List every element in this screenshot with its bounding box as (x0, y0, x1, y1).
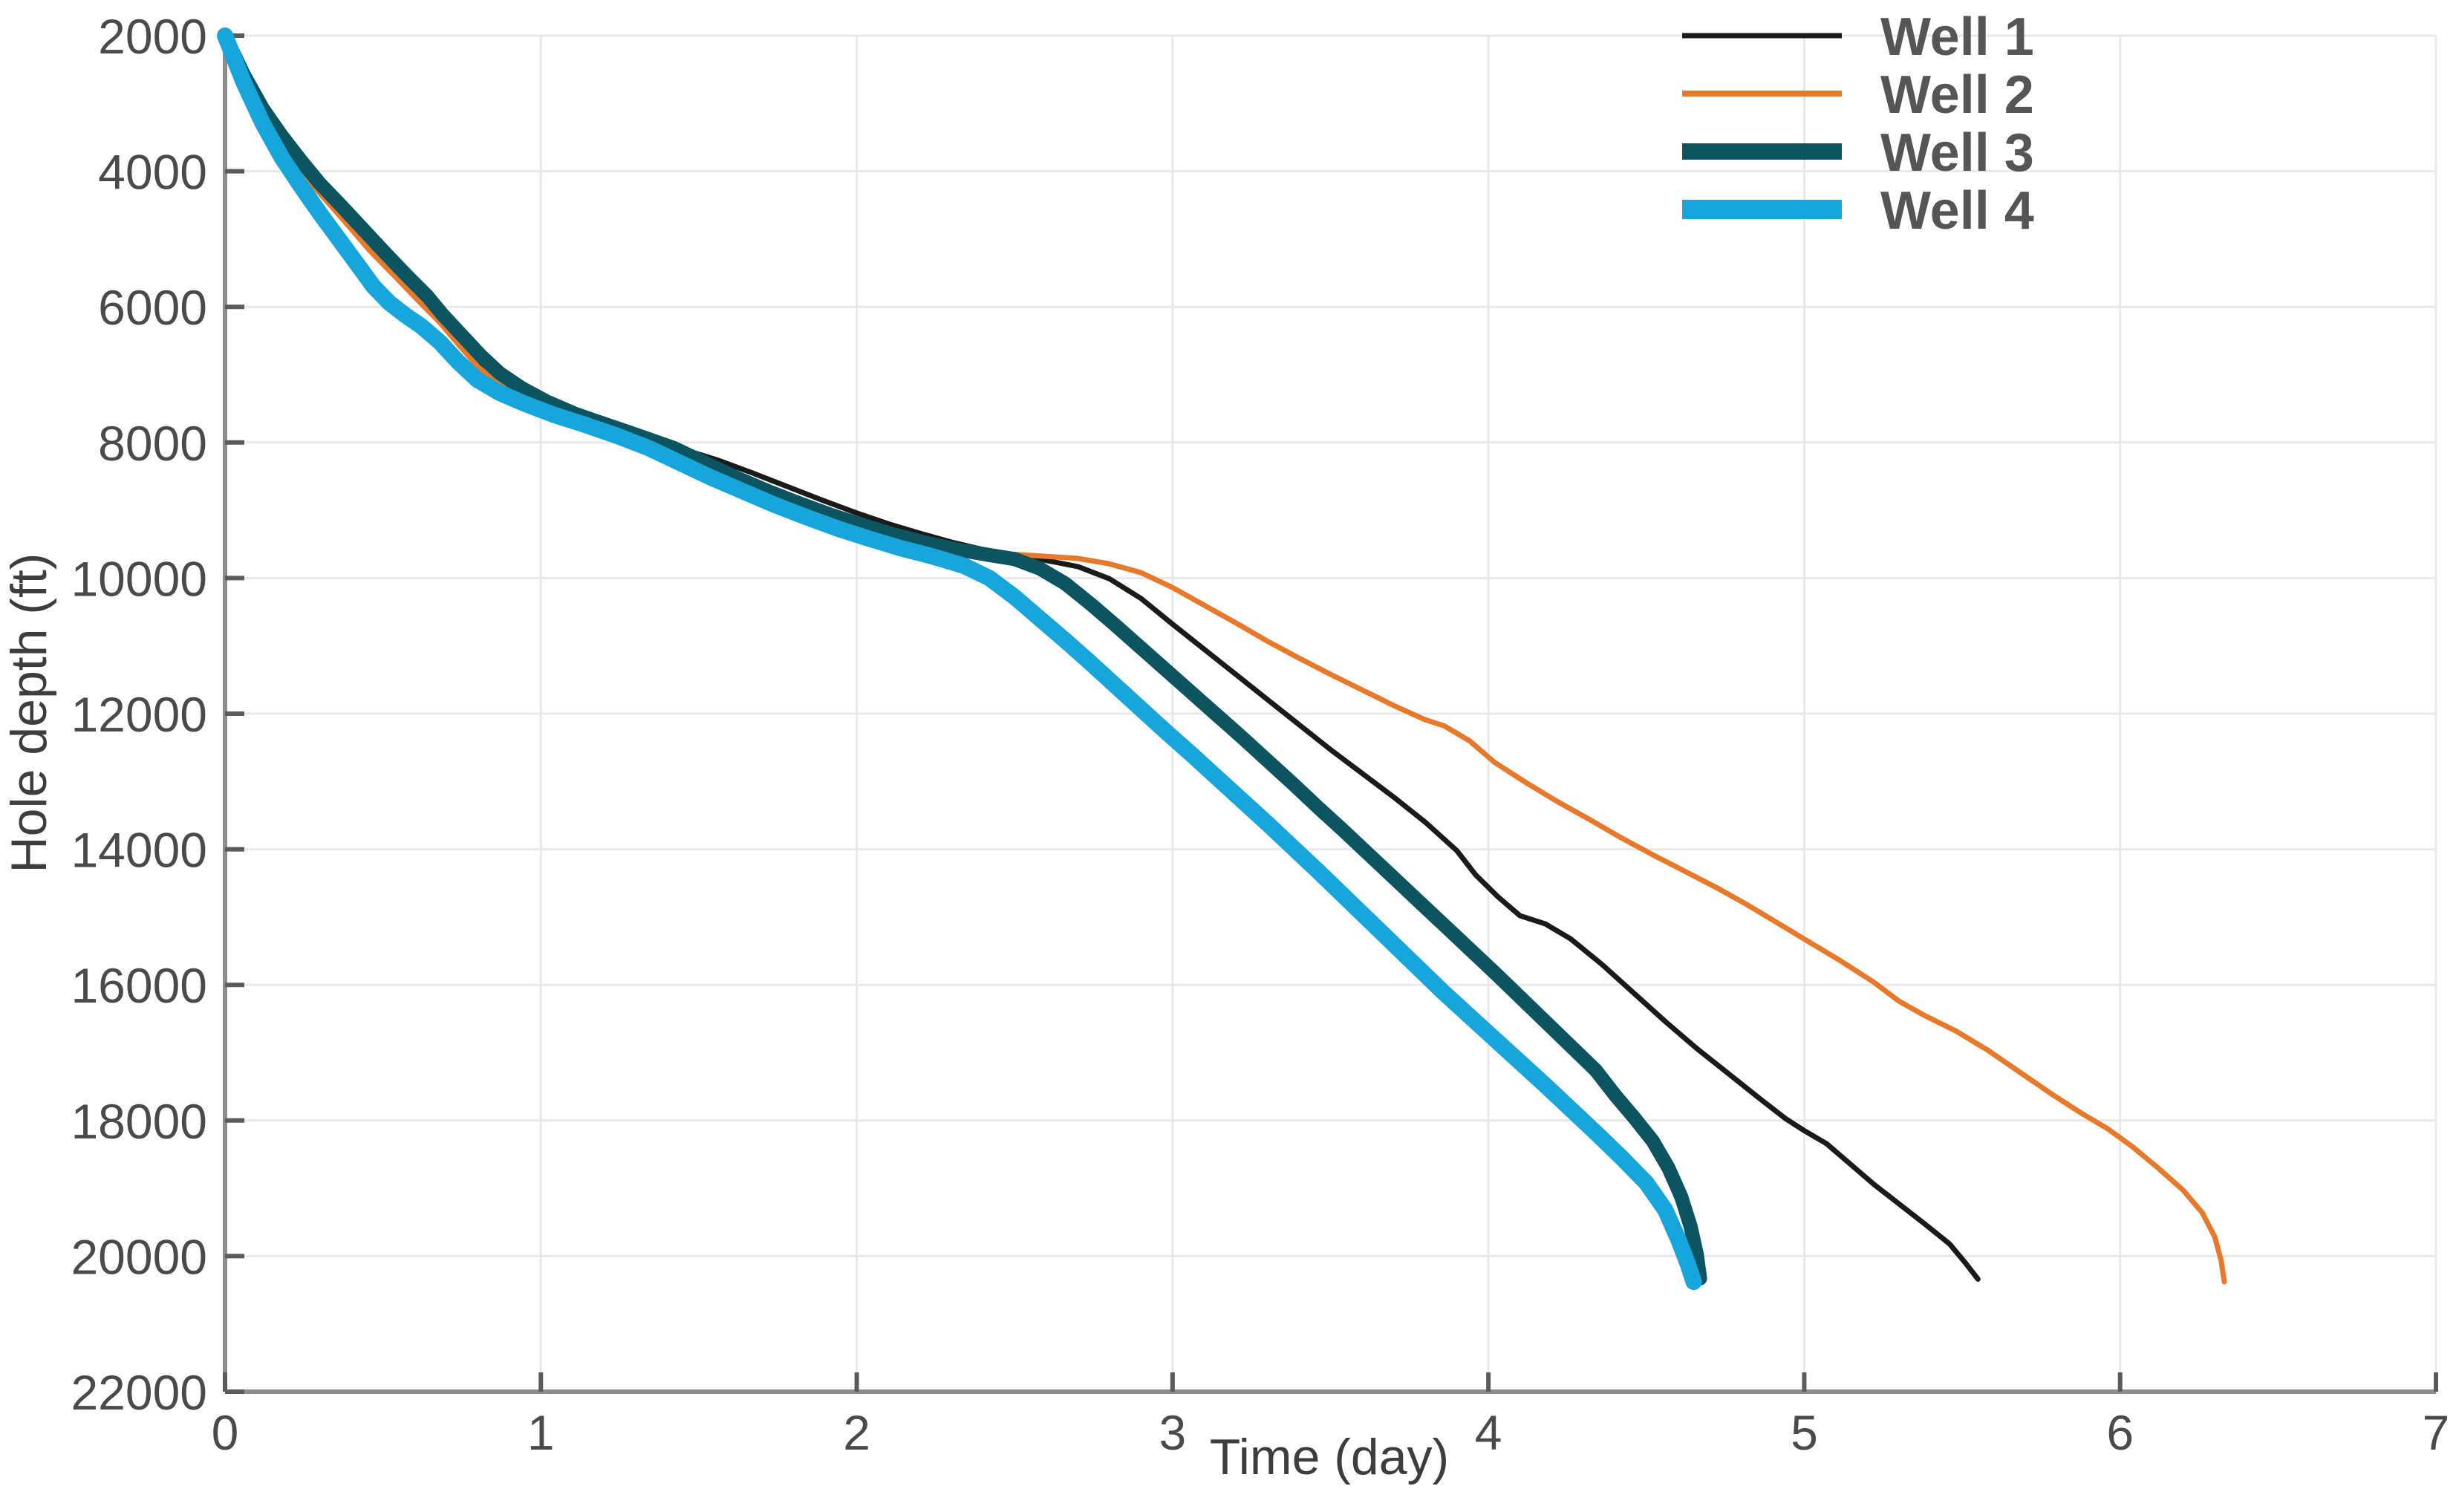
legend-label-well-1: Well 1 (1880, 7, 2034, 67)
legend-label-well-3: Well 3 (1880, 123, 2034, 183)
x-tick-label: 3 (1159, 1405, 1186, 1460)
y-axis-tick-labels: 2000 4000 6000 8000 10000 12000 14000 16000 1800… (71, 9, 207, 1420)
x-tick-label: 0 (212, 1405, 239, 1460)
y-tick-label: 8000 (98, 416, 207, 471)
y-axis-title: Hole depth (ft) (1, 553, 57, 873)
legend-label-well-2: Well 2 (1880, 65, 2034, 125)
y-tick-label: 22000 (71, 1365, 207, 1420)
y-tick-label: 14000 (71, 823, 207, 878)
x-tick-label: 7 (2423, 1405, 2450, 1460)
y-tick-label: 20000 (71, 1229, 207, 1284)
y-tick-label: 12000 (71, 687, 207, 742)
x-axis-tick-labels: 0 1 2 3 4 5 6 7 (212, 1405, 2450, 1460)
series-line-well-4 (217, 27, 1702, 1291)
y-tick-label: 4000 (98, 145, 207, 200)
x-tick-label: 4 (1475, 1405, 1502, 1460)
y-tick-label: 10000 (71, 551, 207, 606)
series-line-well-2 (222, 33, 2227, 1285)
x-axis-title: Time (day) (1210, 1429, 1449, 1485)
series-line-well-3 (218, 28, 1707, 1286)
x-tick-label: 2 (843, 1405, 870, 1460)
x-tick-label: 5 (1791, 1405, 1818, 1460)
y-tick-label: 6000 (98, 280, 207, 335)
y-tick-label: 2000 (98, 9, 207, 64)
y-tick-label: 16000 (71, 958, 207, 1013)
x-tick-label: 1 (527, 1405, 555, 1460)
y-tick-label: 18000 (71, 1094, 207, 1149)
legend-label-well-4: Well 4 (1880, 181, 2034, 241)
grid-lines (225, 34, 2437, 1393)
x-tick-label: 6 (2106, 1405, 2134, 1460)
tick-marks (223, 33, 2438, 1394)
data-series-layer (217, 27, 2227, 1291)
